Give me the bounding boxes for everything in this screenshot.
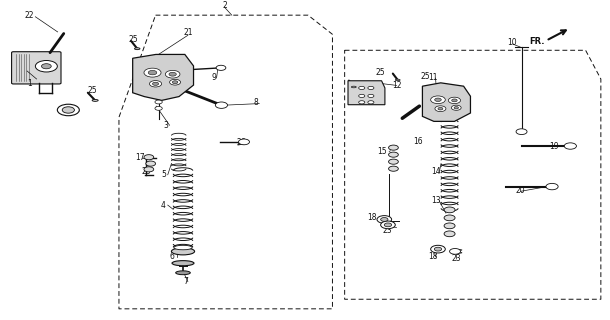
Circle shape — [152, 82, 159, 85]
Circle shape — [444, 223, 455, 229]
Circle shape — [146, 161, 156, 166]
Circle shape — [454, 107, 459, 109]
Ellipse shape — [171, 248, 195, 255]
Circle shape — [169, 72, 176, 76]
Circle shape — [381, 218, 388, 221]
Text: 24: 24 — [65, 108, 75, 117]
Text: FR.: FR. — [529, 37, 545, 46]
Ellipse shape — [176, 271, 190, 275]
Circle shape — [516, 129, 527, 134]
Text: 16: 16 — [413, 137, 423, 146]
Text: 25: 25 — [421, 72, 431, 81]
Ellipse shape — [174, 245, 192, 250]
Circle shape — [62, 107, 74, 113]
Circle shape — [435, 98, 441, 101]
Circle shape — [438, 108, 443, 110]
Ellipse shape — [92, 100, 98, 101]
Circle shape — [155, 107, 162, 110]
Text: 23: 23 — [382, 226, 392, 235]
Circle shape — [144, 68, 161, 77]
Text: 13: 13 — [431, 196, 441, 205]
Text: 1: 1 — [27, 79, 32, 88]
Polygon shape — [348, 81, 385, 105]
Circle shape — [216, 65, 226, 70]
Ellipse shape — [134, 48, 140, 50]
Circle shape — [377, 216, 392, 223]
Circle shape — [359, 86, 365, 90]
Text: 12: 12 — [392, 81, 401, 90]
Ellipse shape — [172, 260, 194, 266]
Circle shape — [564, 143, 576, 149]
Circle shape — [434, 247, 442, 251]
Text: 20: 20 — [515, 186, 525, 195]
Circle shape — [389, 159, 398, 164]
Circle shape — [41, 64, 51, 69]
Circle shape — [381, 221, 395, 229]
Text: 14: 14 — [431, 167, 441, 176]
Text: 25: 25 — [375, 68, 385, 77]
Circle shape — [148, 70, 157, 75]
Text: 18: 18 — [367, 213, 377, 222]
Text: 18: 18 — [428, 252, 438, 261]
Text: 17: 17 — [135, 153, 145, 162]
Circle shape — [35, 60, 57, 72]
FancyBboxPatch shape — [12, 52, 61, 84]
Circle shape — [389, 152, 398, 157]
Circle shape — [155, 100, 162, 104]
Text: 9: 9 — [211, 73, 216, 82]
Circle shape — [368, 101, 374, 104]
Circle shape — [368, 94, 374, 98]
Circle shape — [450, 249, 461, 254]
Circle shape — [389, 166, 398, 171]
Text: 23: 23 — [142, 167, 151, 176]
Text: 22: 22 — [24, 11, 34, 20]
Circle shape — [173, 81, 178, 84]
Circle shape — [451, 105, 461, 110]
Circle shape — [431, 245, 445, 253]
Circle shape — [144, 167, 154, 172]
Circle shape — [546, 183, 558, 190]
Circle shape — [368, 86, 374, 90]
Circle shape — [435, 106, 446, 112]
Text: 10: 10 — [508, 38, 517, 47]
Circle shape — [431, 96, 445, 104]
Circle shape — [359, 101, 365, 104]
Circle shape — [165, 70, 180, 78]
Text: 15: 15 — [377, 147, 387, 156]
Circle shape — [384, 223, 392, 227]
Circle shape — [149, 81, 162, 87]
Circle shape — [448, 97, 461, 104]
Text: 26: 26 — [236, 138, 246, 147]
Ellipse shape — [395, 79, 400, 81]
Text: 3: 3 — [163, 121, 168, 130]
Text: 7: 7 — [184, 277, 188, 286]
Text: 25: 25 — [128, 35, 138, 44]
Ellipse shape — [351, 86, 356, 88]
Circle shape — [239, 139, 249, 145]
Circle shape — [451, 99, 458, 102]
Circle shape — [444, 207, 455, 213]
Text: 19: 19 — [549, 141, 559, 150]
Text: 2: 2 — [222, 1, 227, 10]
Text: 11: 11 — [428, 73, 438, 82]
Circle shape — [170, 79, 181, 85]
Circle shape — [444, 215, 455, 221]
Text: 4: 4 — [161, 201, 166, 210]
Text: 25: 25 — [88, 86, 98, 95]
Circle shape — [57, 104, 79, 116]
Text: 5: 5 — [161, 170, 166, 179]
Text: 23: 23 — [451, 254, 461, 263]
Circle shape — [389, 145, 398, 150]
Polygon shape — [422, 83, 470, 121]
Circle shape — [215, 102, 228, 108]
Circle shape — [444, 231, 455, 237]
Text: 6: 6 — [170, 252, 174, 261]
Circle shape — [144, 155, 154, 160]
Polygon shape — [133, 54, 193, 100]
Text: 8: 8 — [254, 99, 259, 108]
Circle shape — [359, 94, 365, 98]
Text: 21: 21 — [183, 28, 193, 37]
